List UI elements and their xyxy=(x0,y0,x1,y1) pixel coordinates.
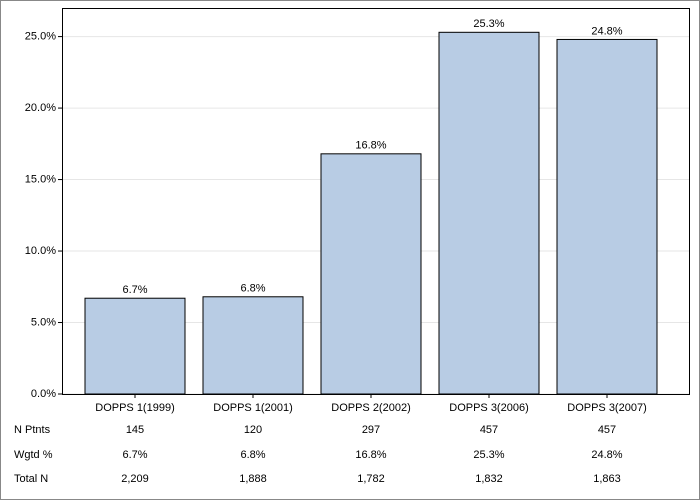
y-tick-label: 15.0% xyxy=(25,173,56,185)
table-cell: 2,209 xyxy=(121,473,149,485)
table-cell: 457 xyxy=(480,424,498,436)
table-cell: 6.7% xyxy=(122,449,147,461)
x-tick-label: DOPPS 3(2007) xyxy=(567,402,646,414)
table-cell: 1,863 xyxy=(593,473,621,485)
table-cell: 16.8% xyxy=(355,449,386,461)
x-tick-label: DOPPS 1(2001) xyxy=(213,402,292,414)
value-label: 16.8% xyxy=(355,140,386,152)
row-label: Total N xyxy=(14,473,48,485)
x-tick-label: DOPPS 1(1999) xyxy=(95,402,174,414)
bar xyxy=(84,297,186,395)
y-tick-label: 20.0% xyxy=(25,102,56,114)
y-tick-label: 10.0% xyxy=(25,245,56,257)
bar xyxy=(438,31,540,395)
table-cell: 24.8% xyxy=(591,449,622,461)
y-tick-label: 25.0% xyxy=(25,30,56,42)
x-tick-label: DOPPS 2(2002) xyxy=(331,402,410,414)
bar xyxy=(320,153,422,395)
row-label: N Ptnts xyxy=(14,424,51,436)
bar xyxy=(556,38,658,395)
row-label: Wgtd % xyxy=(14,449,53,461)
x-tick-label: DOPPS 3(2006) xyxy=(449,402,528,414)
y-tick-label: 0.0% xyxy=(31,388,56,400)
table-cell: 1,782 xyxy=(357,473,385,485)
table-cell: 1,832 xyxy=(475,473,503,485)
value-label: 6.8% xyxy=(240,283,265,295)
bar xyxy=(202,296,304,395)
table-cell: 1,888 xyxy=(239,473,267,485)
value-label: 6.7% xyxy=(122,284,147,296)
value-label: 25.3% xyxy=(473,18,504,30)
value-label: 24.8% xyxy=(591,25,622,37)
table-cell: 457 xyxy=(598,424,616,436)
plot-frame xyxy=(62,8,690,395)
table-cell: 120 xyxy=(244,424,262,436)
table-cell: 6.8% xyxy=(240,449,265,461)
table-cell: 25.3% xyxy=(473,449,504,461)
table-cell: 297 xyxy=(362,424,380,436)
table-cell: 145 xyxy=(126,424,144,436)
marks xyxy=(84,31,658,395)
y-tick-label: 5.0% xyxy=(31,316,56,328)
